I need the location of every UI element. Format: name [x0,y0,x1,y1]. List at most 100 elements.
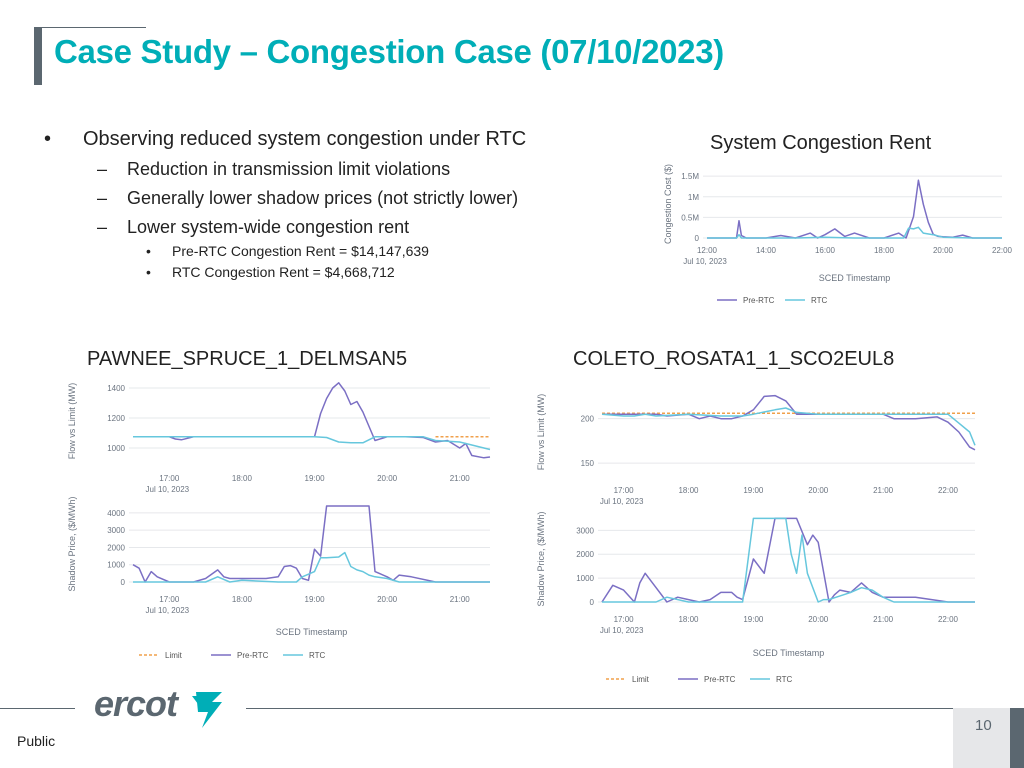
coleto-charts: 150 200 17:00 18:00 19:00 20:00 21:00 22:00 Jul … [536,394,976,684]
y-tick-label: 0 [590,598,595,607]
footer-rule [0,708,75,709]
x-tick-label: 19:00 [743,615,764,624]
page-number: 10 [975,717,992,734]
y-tick-label: 4000 [107,509,125,518]
legend-label: Pre-RTC [704,675,736,684]
x-tick-label: 21:00 [450,595,471,604]
x-tick-label: 16:00 [815,246,836,255]
y-tick-label: 3000 [107,526,125,535]
system-congestion-chart: 0 0.5M 1M 1.5M 12:00 14:00 16:00 18:00 20:00 22:0… [663,164,1013,305]
bullet-mark: • [146,264,151,280]
x-tick-label: 19:00 [743,486,764,495]
title-accent-rule [42,27,146,28]
y-tick-label: 0.5M [681,213,699,222]
x-tick-label: 18:00 [678,615,699,624]
x-tick-label: 14:00 [756,246,777,255]
y-tick-label: 1000 [107,444,125,453]
x-tick-label: 20:00 [377,474,398,483]
x-tick-label: 17:00 [614,486,635,495]
chart-panel: 0 1000 2000 3000 4000 17:00 18:00 19:00 20:00 21:… [67,496,490,637]
legend-label: Pre-RTC [743,296,775,305]
chart-heading-coleto: COLETO_ROSATA1_1_SCO2EUL8 [573,348,895,370]
chart-panel: 0 1000 2000 3000 17:00 18:00 19:00 20:00 21:00 22… [536,511,975,658]
x-tick-label: 21:00 [450,474,471,483]
y-tick-label: 1000 [576,574,594,583]
y-tick-label: 1000 [107,561,125,570]
series-prertc-line [601,517,975,603]
x-tick-label: 18:00 [232,595,253,604]
page-number-accent [1010,708,1024,768]
series-rtc-line [601,407,976,446]
y-axis-title: Shadow Price, ($/MWh) [67,496,77,591]
date-label: Jul 10, 2023 [600,626,644,635]
x-tick-label: 17:00 [614,615,635,624]
chart-panel: 1000 1200 1400 17:00 18:00 19:00 20:00 21:00 Jul… [67,382,491,494]
y-tick-label: 0 [121,578,126,587]
x-tick-label: 22:00 [938,615,959,624]
legend-label: RTC [776,675,793,684]
svg-text:ercot: ercot [94,683,180,724]
legend-label: RTC [309,651,326,660]
x-tick-label: 17:00 [159,595,180,604]
date-label: Jul 10, 2023 [600,497,644,506]
x-tick-label: 19:00 [305,595,326,604]
y-tick-label: 0 [695,234,700,243]
series-rtc-line [707,226,1002,239]
y-axis-title: Flow vs Limit (MW) [67,383,77,460]
x-tick-label: 20:00 [808,486,829,495]
x-axis-title: SCED Timestamp [753,648,825,658]
series-rtc-line [602,517,975,603]
x-tick-label: 19:00 [305,474,326,483]
bullet-mark: • [44,128,52,150]
series-rtc-line [133,551,490,583]
x-tick-label: 20:00 [377,595,398,604]
y-tick-label: 1M [688,193,699,202]
bullet-text: RTC Congestion Rent = $4,668,712 [172,264,395,280]
date-label: Jul 10, 2023 [683,257,727,266]
y-tick-label: 1200 [107,414,125,423]
chart-legend: Limit Pre-RTC RTC [606,675,793,684]
y-tick-label: 200 [581,415,595,424]
series-prertc-line [132,505,490,583]
chart-panel: 150 200 17:00 18:00 19:00 20:00 21:00 22:00 Jul … [536,394,976,506]
x-tick-label: 17:00 [159,474,180,483]
y-tick-label: 150 [581,459,595,468]
x-tick-label: 22:00 [992,246,1013,255]
date-label: Jul 10, 2023 [146,606,190,615]
y-tick-label: 3000 [576,526,594,535]
y-tick-label: 1400 [107,384,125,393]
x-tick-label: 12:00 [697,246,718,255]
bullet-text: Reduction in transmission limit violatio… [127,159,451,179]
bullet-text: Lower system-wide congestion rent [127,217,410,237]
chart-legend: Pre-RTC RTC [717,296,828,305]
ercot-logo: ercot [94,683,222,728]
x-tick-label: 22:00 [938,486,959,495]
y-axis-title: Shadow Price, ($/MWh) [536,511,546,606]
legend-label: Limit [632,675,650,684]
chart-heading-pawnee: PAWNEE_SPRUCE_1_DELMSAN5 [87,348,408,370]
x-tick-label: 20:00 [933,246,954,255]
slide-title: Case Study – Congestion Case (07/10/2023… [54,33,724,70]
bullet-text: Pre-RTC Congestion Rent = $14,147,639 [172,243,429,259]
legend-label: RTC [811,296,828,305]
legend-label: Limit [165,651,183,660]
dash-mark: – [97,159,108,179]
series-prertc-line [602,394,976,451]
y-tick-label: 2000 [576,550,594,559]
bullet-text: Observing reduced system congestion unde… [83,128,527,150]
x-tick-label: 18:00 [678,486,699,495]
x-tick-label: 20:00 [808,615,829,624]
bullet-text: Generally lower shadow prices (not stric… [127,188,519,208]
x-tick-label: 21:00 [873,615,894,624]
y-tick-label: 1.5M [681,172,699,181]
chart-panel: 0 0.5M 1M 1.5M 12:00 14:00 16:00 18:00 20:00 22:0… [663,164,1013,283]
x-tick-label: 18:00 [232,474,253,483]
x-axis-title: SCED Timestamp [819,273,891,283]
date-label: Jul 10, 2023 [146,485,190,494]
footer-rule [246,708,953,709]
series-prertc-line [707,179,1002,239]
y-tick-label: 2000 [107,543,125,552]
y-axis-title: Flow vs Limit (MW) [536,394,546,471]
series-prertc-line [133,382,491,459]
dash-mark: – [97,217,108,237]
